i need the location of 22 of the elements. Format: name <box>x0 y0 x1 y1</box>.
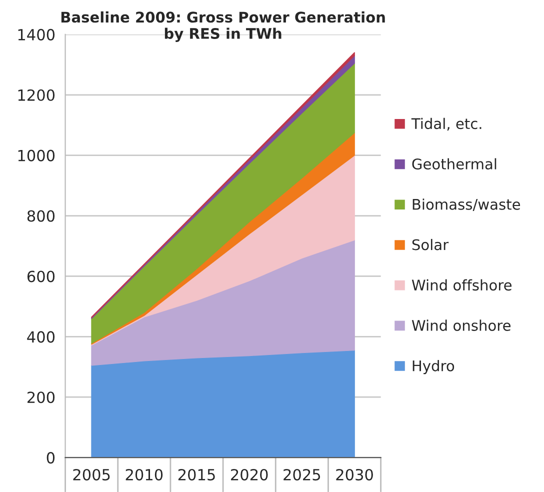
y-tick-label: 1200 <box>18 89 55 101</box>
x-tick-label: 2020 <box>231 468 268 480</box>
x-tick-label: 2015 <box>178 468 215 480</box>
y-tick-label: 800 <box>27 210 55 222</box>
x-tick-label: 2025 <box>284 468 320 480</box>
y-tick-label: 1000 <box>18 150 55 162</box>
x-tick-label: 2010 <box>126 468 163 480</box>
legend-label: Geothermal <box>412 158 496 170</box>
x-tick-label: 2005 <box>73 468 110 480</box>
legend-label: Tidal, etc. <box>411 118 482 131</box>
y-tick-label: 200 <box>28 392 55 404</box>
y-tick-label: 0 <box>46 452 55 464</box>
chart-title: Baseline 2009: Gross Power Generation by RES in TWh <box>61 11 385 42</box>
legend-label: Hydro <box>412 360 454 374</box>
legend-label: Solar <box>412 238 449 250</box>
x-tick-label: 2030 <box>336 468 373 480</box>
y-tick-label: 600 <box>27 270 55 282</box>
legend-label: Wind offshore <box>412 279 512 291</box>
legend-label: Biomass/waste <box>412 198 520 212</box>
legend-label: Wind onshore <box>412 320 510 331</box>
y-tick-label: 1400 <box>18 28 55 40</box>
y-tick-label: 400 <box>27 331 55 343</box>
